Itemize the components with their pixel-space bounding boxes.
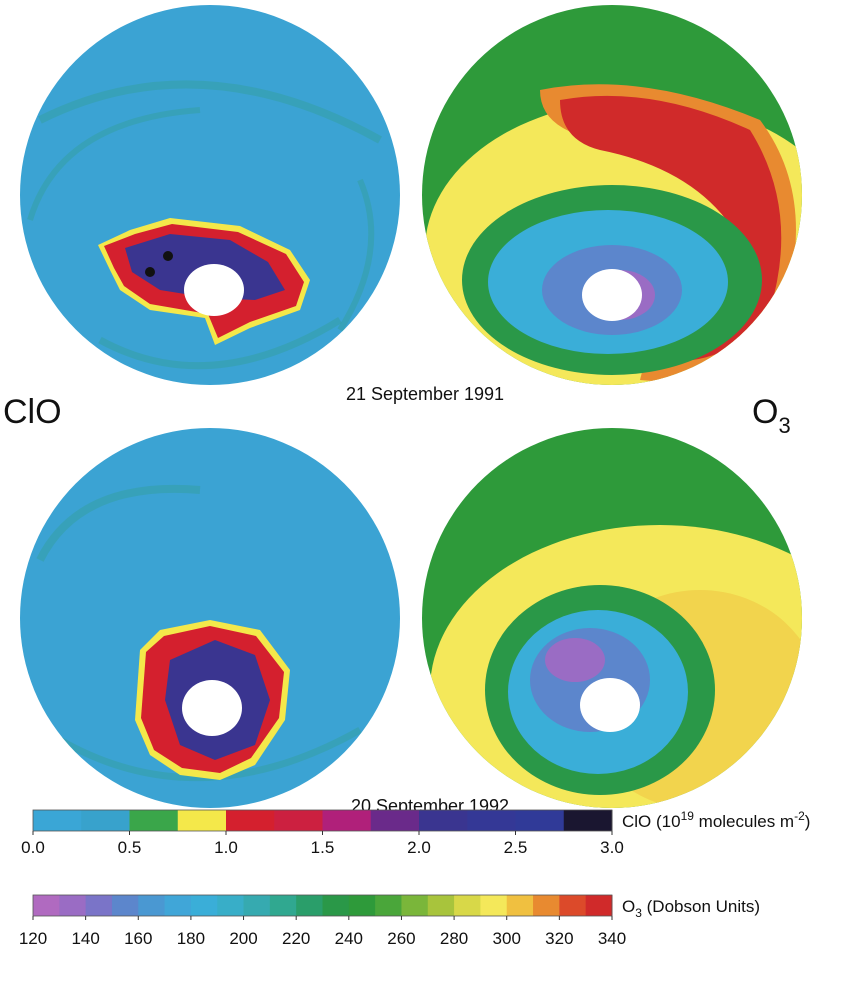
color-segment: [467, 810, 516, 831]
tick-label: 280: [440, 929, 468, 948]
color-segment: [191, 895, 218, 916]
unit-sup: -2: [794, 809, 805, 823]
tick-label: 240: [335, 929, 363, 948]
tick-label: 2.0: [407, 838, 431, 857]
unit-sup: 19: [681, 809, 695, 823]
color-segment: [33, 895, 60, 916]
tick-label: 120: [19, 929, 47, 948]
color-segment: [296, 895, 323, 916]
tick-label: 1.5: [311, 838, 335, 857]
color-segment: [178, 810, 227, 831]
color-segment: [138, 895, 165, 916]
tick-label: 340: [598, 929, 626, 948]
tick-label: 320: [545, 929, 573, 948]
unit-part: ClO (10: [622, 812, 681, 831]
o3-sub: 3: [778, 413, 790, 438]
color-segment: [480, 895, 507, 916]
clo-map-1991: [0, 0, 420, 400]
o3-map-1992: [420, 410, 864, 855]
unit-part: O: [622, 897, 635, 916]
page: ClO O3 21 September 1991 20 September 19…: [0, 0, 864, 983]
color-segment: [59, 895, 86, 916]
color-segment: [130, 810, 179, 831]
clo-map-1992: [0, 410, 420, 830]
tick-label: 300: [493, 929, 521, 948]
color-segment: [226, 810, 275, 831]
tick-label: 0.5: [118, 838, 142, 857]
tick-label: 260: [387, 929, 415, 948]
color-segment: [270, 895, 297, 916]
color-segment: [516, 810, 565, 831]
unit-part: molecules m: [694, 812, 794, 831]
tick-label: 140: [71, 929, 99, 948]
color-segment: [419, 810, 468, 831]
color-segment: [244, 895, 271, 916]
color-segment: [586, 895, 613, 916]
tick-label: 220: [282, 929, 310, 948]
color-segment: [371, 810, 420, 831]
color-segment: [165, 895, 192, 916]
tick-label: 1.0: [214, 838, 238, 857]
o3-unit-label: O3 (Dobson Units): [622, 897, 760, 920]
unit-part: ): [805, 812, 811, 831]
color-segment: [428, 895, 455, 916]
color-segment: [401, 895, 428, 916]
tick-label: 160: [124, 929, 152, 948]
color-segment: [33, 810, 82, 831]
tick-label: 200: [229, 929, 257, 948]
figure: ClO O3 21 September 1991 20 September 19…: [0, 0, 864, 983]
unit-part: (Dobson Units): [642, 897, 760, 916]
color-segment: [533, 895, 560, 916]
color-segment: [454, 895, 481, 916]
color-segment: [112, 895, 139, 916]
tick-label: 3.0: [600, 838, 624, 857]
color-segment: [375, 895, 402, 916]
color-segment: [559, 895, 586, 916]
clo-label: ClO: [3, 393, 62, 431]
tick-label: 0.0: [21, 838, 45, 857]
o3-map-1991: [420, 0, 855, 400]
color-segment: [564, 810, 613, 831]
tick-label: 180: [177, 929, 205, 948]
o3-base: O: [752, 393, 778, 431]
o3-label: O3: [752, 393, 791, 438]
date-label: 21 September 1991: [346, 384, 504, 404]
color-segment: [323, 895, 350, 916]
clo-unit-label: ClO (1019 molecules m-2): [622, 809, 810, 831]
tick-label: 2.5: [504, 838, 528, 857]
color-segment: [349, 895, 376, 916]
color-segment: [86, 895, 113, 916]
color-segment: [323, 810, 372, 831]
color-segment: [81, 810, 130, 831]
color-segment: [274, 810, 323, 831]
color-segment: [217, 895, 244, 916]
color-segment: [507, 895, 534, 916]
